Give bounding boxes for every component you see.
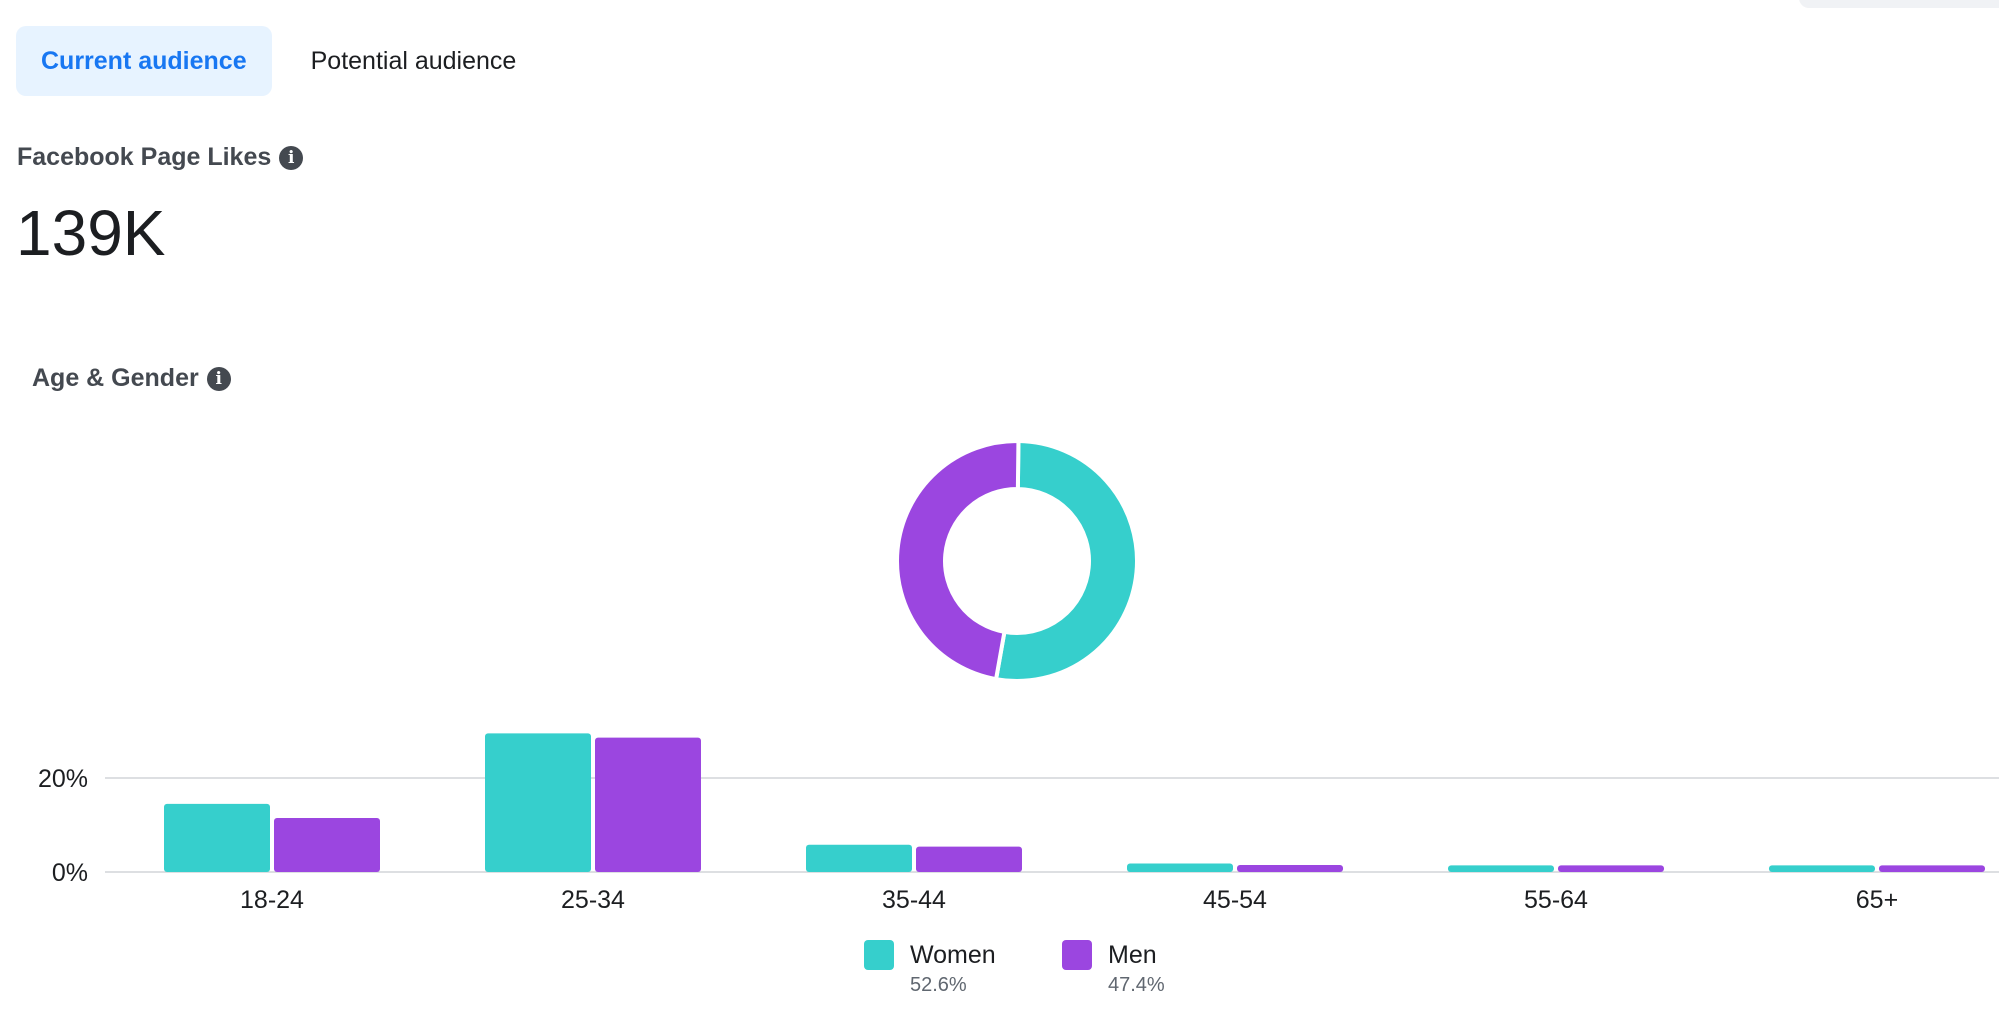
women-swatch — [864, 940, 894, 970]
page-likes-label: Facebook Page Likes — [17, 143, 272, 171]
x-tick-label: 18-24 — [240, 886, 304, 914]
bar-men-45-54 — [1237, 864, 1343, 872]
x-tick-label: 65+ — [1856, 886, 1898, 914]
bar-women-18-24 — [164, 803, 270, 872]
donut-slice-women — [993, 438, 1139, 683]
legend-label-women: Women — [910, 941, 996, 969]
y-tick-label: 0% — [52, 859, 88, 887]
bar-women-65+ — [1769, 865, 1875, 872]
age-gender-heading: Age & Gender i — [32, 364, 231, 393]
y-tick-label: 20% — [38, 765, 88, 793]
legend-item-women[interactable]: Women 52.6% — [864, 938, 996, 997]
bar-women-55-64 — [1448, 865, 1554, 872]
bar-men-18-24 — [274, 817, 380, 872]
donut-slice-men — [895, 439, 1021, 682]
x-tick-label: 35-44 — [882, 886, 946, 914]
bar-men-35-44 — [916, 846, 1022, 872]
bar-women-25-34 — [485, 733, 591, 872]
page-likes-heading: Facebook Page Likes i — [17, 143, 304, 172]
tab-potential-audience[interactable]: Potential audience — [310, 46, 517, 75]
legend-item-men[interactable]: Men 47.4% — [1062, 938, 1165, 997]
age-gender-label: Age & Gender — [32, 364, 199, 392]
bar-men-65+ — [1879, 865, 1985, 872]
info-icon[interactable]: i — [279, 145, 304, 170]
info-icon[interactable]: i — [206, 366, 231, 391]
x-tick-label: 55-64 — [1524, 886, 1588, 914]
tab-current-audience[interactable]: Current audience — [16, 26, 272, 96]
legend-pct-women: 52.6% — [910, 974, 967, 996]
bar-women-45-54 — [1127, 863, 1233, 872]
bar-men-55-64 — [1558, 865, 1664, 872]
bar-women-35-44 — [806, 844, 912, 872]
legend-pct-men: 47.4% — [1108, 974, 1165, 996]
men-swatch — [1062, 940, 1092, 970]
page-likes-value: 139K — [16, 197, 166, 269]
header-control[interactable] — [1799, 0, 1999, 8]
x-tick-label: 45-54 — [1203, 886, 1267, 914]
x-tick-label: 25-34 — [561, 886, 625, 914]
legend-label-men: Men — [1108, 941, 1157, 969]
audience-tabs: Current audience Potential audience — [16, 26, 541, 96]
bar-men-25-34 — [595, 737, 701, 872]
